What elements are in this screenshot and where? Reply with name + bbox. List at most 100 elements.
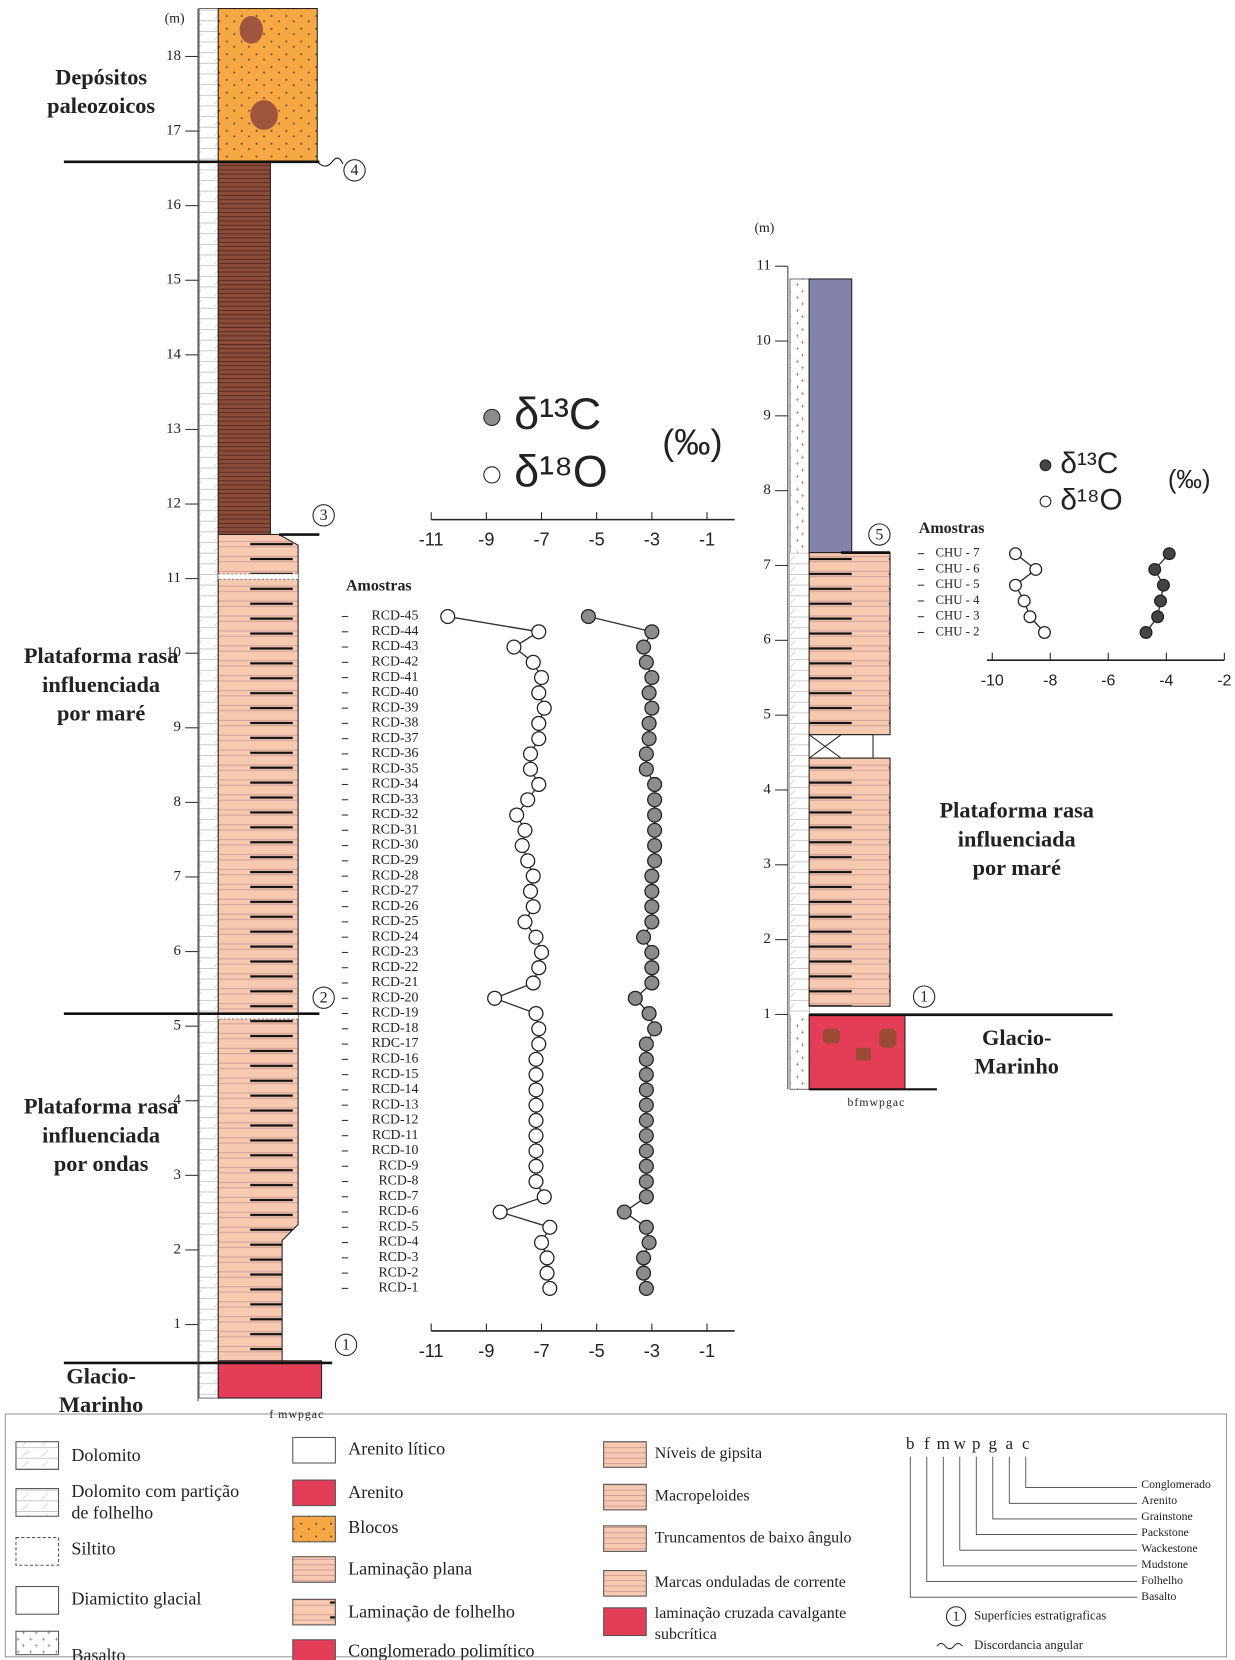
legend-symbol	[484, 467, 500, 483]
surface-number: 3	[320, 507, 328, 524]
isotope-point	[648, 823, 662, 837]
isotope-point	[529, 1144, 543, 1158]
sample-label: RCD-38	[372, 715, 419, 730]
isotope-point	[532, 716, 546, 730]
isotope-point	[1024, 611, 1036, 623]
sample-label: RCD-14	[372, 1081, 419, 1096]
grain-leader	[1009, 1457, 1137, 1504]
sample-label: CHU - 5	[936, 577, 980, 591]
isotope-point	[537, 1190, 551, 1204]
sample-label: RCD-20	[372, 989, 419, 1004]
unit-label: Plataforma rasa	[24, 643, 178, 668]
isotope-point	[645, 671, 659, 685]
legend-label: δ¹³C	[1060, 447, 1118, 480]
sample-label: CHU - 2	[936, 624, 980, 638]
sample-label: RCD-19	[372, 1005, 419, 1020]
isotope-point	[1010, 548, 1022, 560]
x-tick-label: -8	[1043, 673, 1057, 690]
isotope-point	[648, 854, 662, 868]
unit-label: Marinho	[59, 1392, 143, 1417]
isotope-point	[639, 1037, 653, 1051]
sample-label: RCD-41	[372, 669, 419, 684]
unit-label: por maré	[57, 701, 145, 726]
sample-label: CHU - 6	[936, 561, 980, 575]
isotope-point	[645, 869, 659, 883]
depth-tick-label: 8	[174, 794, 181, 810]
isotope-point	[645, 884, 659, 898]
sample-label: RCD-25	[372, 913, 419, 928]
isotope-point	[526, 976, 540, 990]
unit-label: influenciada	[958, 826, 1076, 851]
sample-label: RCD-11	[372, 1127, 418, 1142]
surface-number: 2	[320, 989, 328, 1006]
isotope-point	[639, 762, 653, 776]
sample-label: RCD-6	[378, 1203, 418, 1218]
depth-tick-label: 14	[166, 346, 181, 362]
depth-tick-label: 12	[166, 495, 181, 511]
unit-label: Plataforma rasa	[940, 798, 1094, 823]
sample-label: RCD-18	[372, 1020, 419, 1035]
page: { "sections": [ {"depth_unit": "(m)", "y…	[0, 0, 1235, 1660]
isotope-point	[628, 991, 642, 1005]
depth-tick-label: 10	[756, 332, 771, 348]
legend-label: δ¹³C	[514, 390, 601, 439]
depth-tick-label: 15	[166, 272, 181, 288]
unit-label: paleozoicos	[47, 93, 155, 118]
isotope-point	[637, 1266, 651, 1280]
isotope-point	[581, 610, 595, 624]
isotope-point	[637, 930, 651, 944]
depth-tick-label: 1	[174, 1316, 181, 1332]
grain-letter: b	[906, 1434, 915, 1453]
samples-label: Amostras	[919, 520, 985, 537]
legend-symbol	[1040, 460, 1051, 471]
sample-label: RCD-8	[378, 1173, 418, 1188]
legend-item: Blocos	[348, 1517, 398, 1537]
isotope-point	[526, 900, 540, 914]
isotope-point	[537, 701, 551, 715]
sample-label: RCD-1	[378, 1280, 418, 1295]
sample-label: RCD-36	[372, 745, 419, 760]
isotope-point	[524, 762, 538, 776]
legend-item: laminação cruzada cavalgante	[655, 1605, 847, 1622]
legend-item: Marcas onduladas de corrente	[655, 1574, 846, 1591]
sample-label: RCD-29	[372, 852, 419, 867]
isotope-point	[521, 854, 535, 868]
sample-label: CHU - 4	[936, 593, 981, 607]
isotope-point	[543, 1220, 557, 1234]
isotope-point	[532, 1037, 546, 1051]
legend-item: Laminação plana	[348, 1559, 472, 1579]
isotope-point	[645, 900, 659, 914]
isotope-point	[645, 701, 659, 715]
isotope-point	[488, 991, 502, 1005]
isotope-point	[532, 778, 546, 792]
depth-tick-label: 11	[167, 570, 181, 586]
isotope-point	[648, 793, 662, 807]
sample-label: RCD-28	[372, 867, 419, 882]
sample-label: RCD-33	[372, 791, 419, 806]
unit-label: Depósitos	[55, 64, 147, 89]
grain-size-scale: bfmwpgac	[847, 1096, 905, 1109]
isotope-point	[648, 778, 662, 792]
unit-label: por ondas	[54, 1151, 149, 1176]
isotope-point	[1149, 564, 1161, 576]
sample-label: RCD-24	[372, 928, 419, 943]
unit-label: influenciada	[42, 672, 160, 697]
sample-label: RCD-3	[378, 1249, 418, 1264]
sample-label: RCD-10	[372, 1142, 419, 1157]
isotope-point	[645, 946, 659, 960]
sample-label: RCD-9	[378, 1157, 418, 1172]
isotope-point	[639, 1281, 653, 1295]
grain-letter: c	[1022, 1434, 1030, 1453]
x-tick-label: -11	[419, 530, 444, 550]
grain-name: Arenito	[1141, 1494, 1177, 1507]
grain-leader	[1026, 1457, 1137, 1488]
unit-label: Marinho	[975, 1054, 1059, 1079]
isotope-point	[518, 823, 532, 837]
grain-name: Wackestone	[1141, 1542, 1197, 1555]
isotope-point	[510, 808, 524, 822]
isotope-point	[648, 808, 662, 822]
sample-label: RCD-34	[372, 776, 419, 791]
sample-label: RCD-30	[372, 837, 419, 852]
sample-label: RCD-26	[372, 898, 419, 913]
isotope-point	[639, 1190, 653, 1204]
